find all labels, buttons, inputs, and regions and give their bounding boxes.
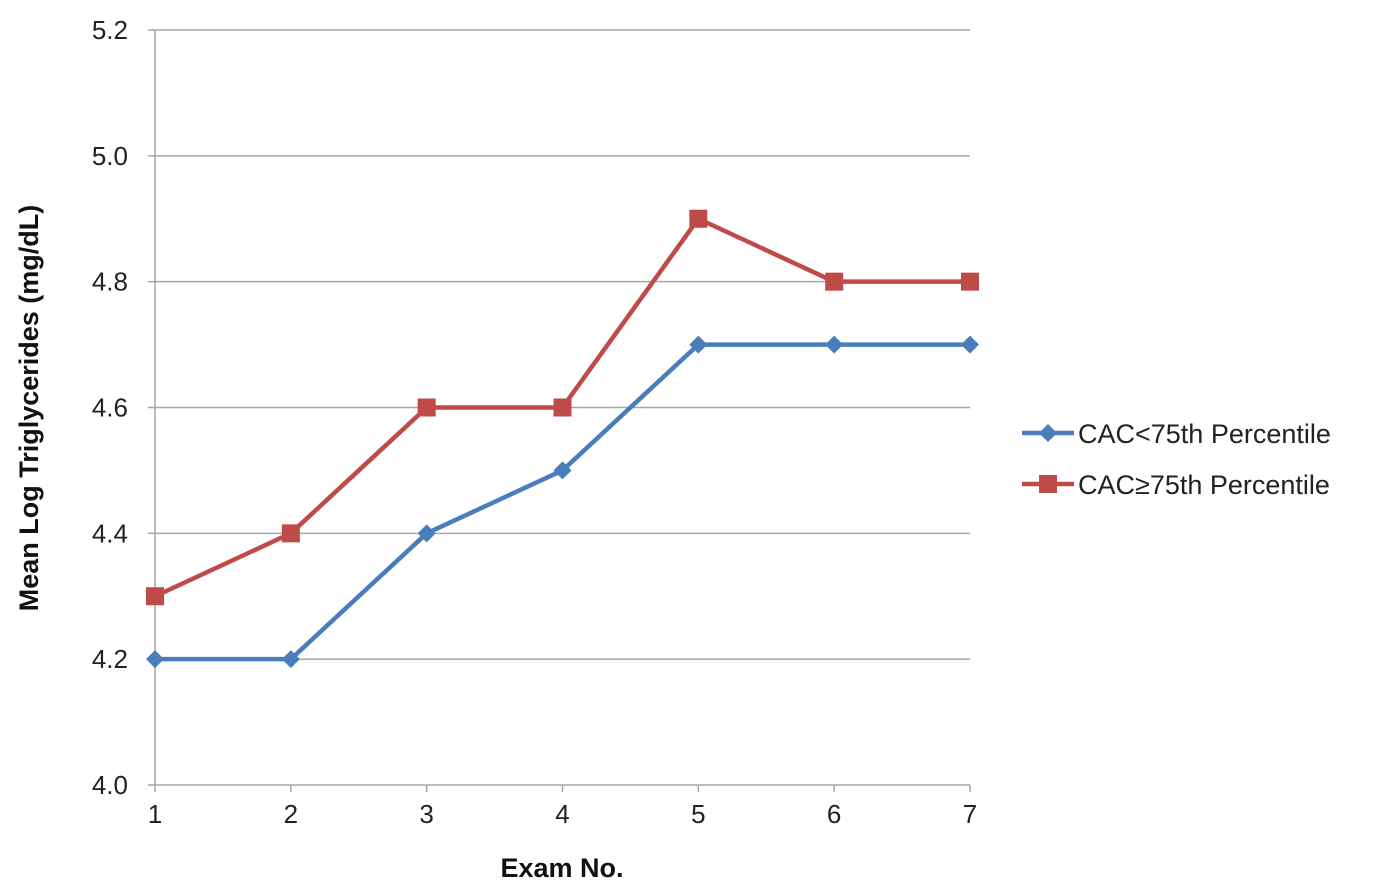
- series-1: [146, 335, 979, 669]
- data-point: [689, 335, 708, 354]
- data-point: [961, 272, 979, 291]
- x-axis-title: Exam No.: [500, 853, 623, 883]
- data-point: [146, 650, 164, 669]
- y-axis-title: Mean Log Triglycerides (mg/dL): [14, 205, 44, 612]
- data-point: [553, 398, 572, 417]
- legend-label: CAC<75th Percentile: [1078, 419, 1331, 449]
- y-tick-label: 4.8: [92, 267, 128, 297]
- x-tick-label: 4: [555, 799, 569, 829]
- legend-marker: [1039, 424, 1057, 442]
- data-point: [689, 209, 708, 228]
- x-tick-labels: 1 2 3 4 5 6 7: [148, 799, 977, 829]
- x-tick-label: 6: [827, 799, 841, 829]
- data-point: [417, 524, 436, 543]
- legend: CAC<75th Percentile CAC≥75th Percentile: [1022, 419, 1331, 500]
- data-point: [417, 398, 436, 417]
- data-point: [146, 587, 164, 606]
- data-point: [553, 461, 572, 480]
- legend-item: CAC<75th Percentile: [1022, 419, 1331, 449]
- y-tick-label: 4.2: [92, 644, 128, 674]
- data-point: [281, 650, 300, 669]
- data-point: [825, 335, 844, 354]
- data-series: [146, 209, 979, 669]
- legend-marker: [1039, 475, 1057, 493]
- y-tick-label: 4.0: [92, 770, 128, 800]
- y-tick-label: 4.6: [92, 393, 128, 423]
- y-tick-label: 5.2: [92, 15, 128, 45]
- series-2: [146, 209, 979, 606]
- x-tick-label: 7: [963, 799, 977, 829]
- data-point: [825, 272, 844, 291]
- data-point: [961, 335, 979, 354]
- legend-item: CAC≥75th Percentile: [1022, 470, 1330, 500]
- x-tick-label: 5: [691, 799, 705, 829]
- x-tick-label: 2: [284, 799, 298, 829]
- series-line: [155, 342, 970, 662]
- x-tick-label: 3: [419, 799, 433, 829]
- data-point: [281, 524, 300, 543]
- legend-label: CAC≥75th Percentile: [1078, 470, 1330, 500]
- y-tick-labels: 4.0 4.2 4.4 4.6 4.8 5.0 5.2: [92, 15, 128, 800]
- y-tick-label: 5.0: [92, 141, 128, 171]
- x-tick-label: 1: [148, 799, 162, 829]
- y-tick-label: 4.4: [92, 518, 128, 548]
